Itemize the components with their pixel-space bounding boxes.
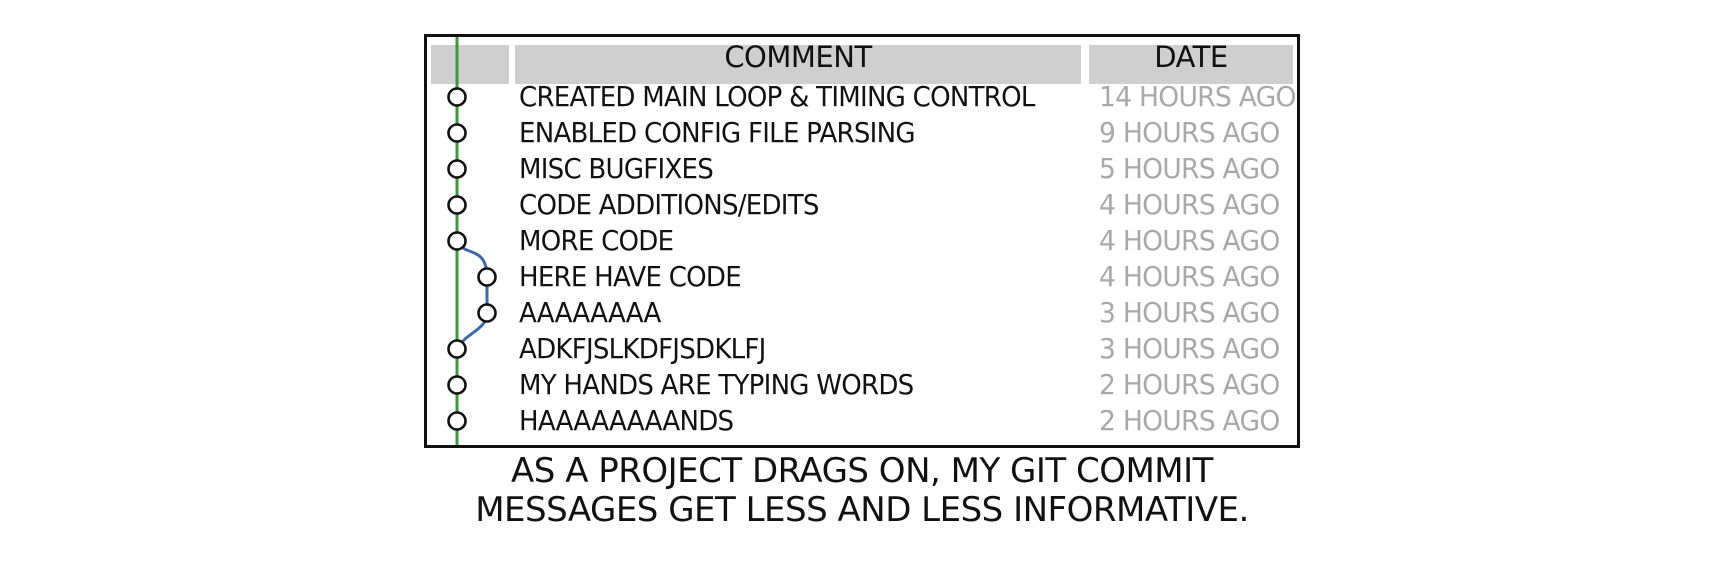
commit-message: AAAAAAAA <box>519 296 661 329</box>
commit-node <box>447 375 467 395</box>
date-header-label: DATE <box>1154 40 1228 74</box>
commit-message: MISC BUGFIXES <box>519 152 714 185</box>
commit-date: 3 HOURS AGO <box>1099 332 1280 365</box>
commit-node <box>447 231 467 251</box>
commit-row: CREATED MAIN LOOP & TIMING CONTROL 14 HOU… <box>427 79 1297 115</box>
caption-line-2: MESSAGES GET LESS AND LESS INFORMATIVE. <box>475 490 1249 530</box>
commit-row: ENABLED CONFIG FILE PARSING 9 HOURS AGO <box>427 115 1297 151</box>
commit-date: 4 HOURS AGO <box>1099 224 1280 257</box>
commit-row: CODE ADDITIONS/EDITS 4 HOURS AGO <box>427 187 1297 223</box>
date-column-header <box>1089 45 1293 84</box>
graph-column-header <box>431 45 509 84</box>
commit-node <box>477 267 497 287</box>
commit-row: MORE CODE 4 HOURS AGO <box>427 223 1297 259</box>
commit-message: MY HANDS ARE TYPING WORDS <box>519 368 914 401</box>
commit-node <box>447 123 467 143</box>
commit-node <box>447 339 467 359</box>
commit-node <box>447 159 467 179</box>
commit-row: HAAAAAAAANDS 2 HOURS AGO <box>427 403 1297 439</box>
commit-node <box>447 87 467 107</box>
commit-date: 2 HOURS AGO <box>1099 404 1280 437</box>
caption-line-1: AS A PROJECT DRAGS ON, MY GIT COMMIT <box>511 451 1213 491</box>
comment-header-label: COMMENT <box>724 40 872 74</box>
commit-graph <box>447 37 497 445</box>
commit-message: HERE HAVE CODE <box>519 260 742 293</box>
commit-row: MISC BUGFIXES 5 HOURS AGO <box>427 151 1297 187</box>
commit-row: AAAAAAAA 3 HOURS AGO <box>427 295 1297 331</box>
commit-date: 9 HOURS AGO <box>1099 116 1280 149</box>
commit-row: MY HANDS ARE TYPING WORDS 2 HOURS AGO <box>427 367 1297 403</box>
commit-date: 5 HOURS AGO <box>1099 152 1280 185</box>
comment-column-header <box>515 45 1081 84</box>
commit-date: 4 HOURS AGO <box>1099 260 1280 293</box>
commit-log-panel: COMMENT DATE CREATED MAIN LOOP & TIMING … <box>424 34 1300 448</box>
commit-date: 3 HOURS AGO <box>1099 296 1280 329</box>
commit-date: 4 HOURS AGO <box>1099 188 1280 221</box>
caption: AS A PROJECT DRAGS ON, MY GIT COMMIT MES… <box>424 452 1300 530</box>
commit-row: HERE HAVE CODE 4 HOURS AGO <box>427 259 1297 295</box>
commit-node <box>447 411 467 431</box>
commit-message: CREATED MAIN LOOP & TIMING CONTROL <box>519 80 1035 113</box>
commit-node <box>447 195 467 215</box>
commit-date: 14 HOURS AGO <box>1099 80 1296 113</box>
commit-date: 2 HOURS AGO <box>1099 368 1280 401</box>
commit-message: ADKFJSLKDFJSDKLFJ <box>519 332 766 365</box>
commit-message: CODE ADDITIONS/EDITS <box>519 188 819 221</box>
commit-message: HAAAAAAAANDS <box>519 404 734 437</box>
commit-node <box>477 303 497 323</box>
commit-row: ADKFJSLKDFJSDKLFJ 3 HOURS AGO <box>427 331 1297 367</box>
commit-message: MORE CODE <box>519 224 674 257</box>
commit-message: ENABLED CONFIG FILE PARSING <box>519 116 916 149</box>
